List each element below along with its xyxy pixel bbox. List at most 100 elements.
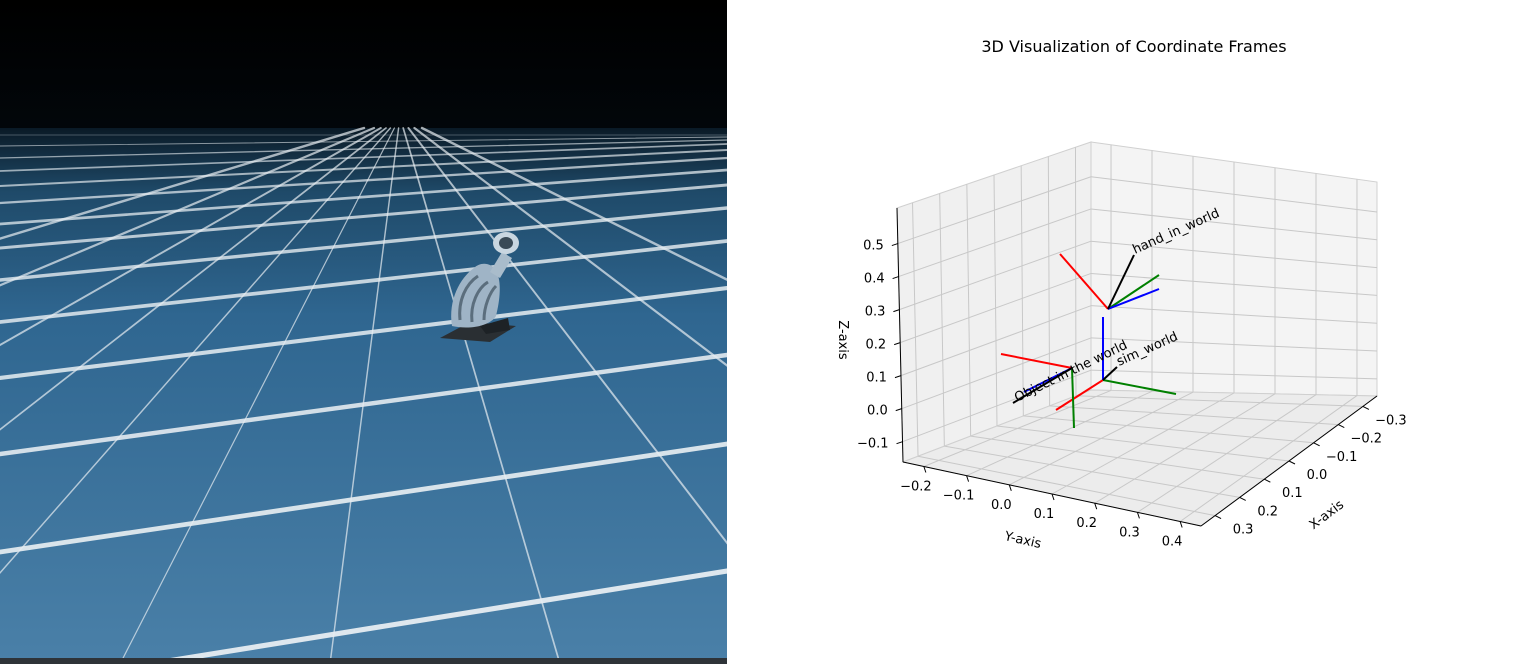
chart-3d: 3D Visualization of Coordinate Frames −0… <box>835 37 1407 552</box>
bottom-bar <box>0 658 727 664</box>
x-axis-label: X-axis <box>1307 497 1347 533</box>
z-grid-line-back <box>1090 176 1378 213</box>
simulation-viewport[interactable] <box>0 0 727 664</box>
floor-grid-line <box>329 127 400 664</box>
z-axis-spine <box>896 207 904 463</box>
floor-grid-line <box>0 183 727 250</box>
world-frame-label-line <box>1102 366 1118 381</box>
x-grid-line-left <box>966 184 972 437</box>
y-tick-label: −0.2 <box>900 479 932 494</box>
z-grid-line-back <box>1090 272 1378 296</box>
z-tick-mark <box>894 375 902 379</box>
hand-frame-z-axis <box>1107 288 1160 310</box>
x-tick-mark <box>1288 460 1296 465</box>
floor-grid-line <box>0 143 727 172</box>
chart-title: 3D Visualization of Coordinate Frames <box>981 37 1286 56</box>
y-tick-mark <box>923 466 927 473</box>
z-tick-label: 0.5 <box>863 239 884 254</box>
z-grid-line <box>902 369 1092 443</box>
x-tick-label: −0.2 <box>1350 432 1382 447</box>
grid-lines <box>897 144 1378 522</box>
z-tick-label: 0.2 <box>865 338 886 353</box>
z-grid-line <box>897 176 1092 245</box>
object-frame-y-axis <box>1071 367 1075 429</box>
x-tick-mark <box>1214 515 1222 520</box>
floor-grid-line <box>402 127 561 664</box>
y-tick-mark <box>1179 521 1183 528</box>
z-grid-line-back <box>1090 369 1378 380</box>
z-grid-line-back <box>1090 240 1378 269</box>
y-tick-label: 0.4 <box>1162 535 1183 550</box>
floor-grid-line <box>0 127 392 574</box>
x-tick-label: 0.1 <box>1282 486 1303 501</box>
floor-grid-line <box>0 168 727 226</box>
x-grid-line <box>996 425 1290 462</box>
floor-grid-line <box>0 156 727 205</box>
y-tick-label: −0.1 <box>943 489 975 504</box>
hand-frame-x-axis <box>1059 253 1109 310</box>
z-grid-line-back <box>1090 337 1378 352</box>
x-grid-line <box>1049 405 1339 426</box>
floor-grid-line <box>119 127 395 664</box>
floor-grid-line <box>0 149 727 187</box>
y-tick-mark <box>1094 503 1098 510</box>
z-grid-line <box>900 272 1092 344</box>
z-tick-label: 0.3 <box>865 305 886 320</box>
x-tick-label: −0.1 <box>1326 450 1358 465</box>
plot-panel: 3D Visualization of Coordinate Frames −0… <box>727 0 1520 664</box>
z-tick-mark <box>895 408 902 412</box>
window-edge <box>1520 0 1534 664</box>
x-tick-mark <box>1264 478 1271 483</box>
simulation-scene <box>0 0 727 664</box>
tick-marks <box>891 243 1370 528</box>
floor-grid-line <box>0 127 387 431</box>
z-grid-line <box>900 305 1092 377</box>
x-grid-line-left <box>993 174 998 427</box>
z-axis-label: Z-axis <box>835 320 850 360</box>
x-tick-mark <box>1239 496 1246 501</box>
world-frame-y-axis <box>1102 379 1177 395</box>
floor <box>0 128 727 664</box>
floor-grid-line <box>132 568 727 664</box>
floor-grid-line <box>0 126 376 287</box>
world-frame-x-axis <box>1055 379 1104 411</box>
tick-labels: −0.2−0.10.00.10.20.30.4−0.3−0.2−0.10.00.… <box>857 239 1407 550</box>
x-tick-mark <box>1362 405 1370 410</box>
x-grid-line-left <box>939 193 945 447</box>
z-tick-label: 0.0 <box>867 404 888 419</box>
y-tick-label: 0.2 <box>1076 516 1097 531</box>
x-grid-line-left <box>1020 165 1024 416</box>
y-tick-mark <box>966 475 970 482</box>
floor-grid-line <box>407 127 727 545</box>
y-tick-label: 0.3 <box>1119 525 1140 540</box>
y-tick-mark <box>1008 484 1012 491</box>
x-tick-label: 0.2 <box>1257 504 1278 519</box>
y-tick-mark <box>1051 493 1055 501</box>
x-tick-mark <box>1338 424 1345 429</box>
z-tick-mark <box>891 243 898 247</box>
x-grid-line-left <box>912 202 919 457</box>
x-grid-line <box>944 445 1240 498</box>
x-tick-label: 0.3 <box>1233 523 1254 538</box>
y-tick-label: 0.0 <box>991 498 1012 513</box>
y-tick-mark <box>1136 512 1140 519</box>
floor-grid-line <box>420 126 727 282</box>
x-grid-line <box>1023 415 1314 444</box>
floor-grid-line <box>0 139 727 159</box>
z-tick-label: −0.1 <box>857 437 889 452</box>
z-grid-line <box>901 337 1092 410</box>
z-tick-label: 0.1 <box>866 371 887 386</box>
x-tick-label: −0.3 <box>1375 413 1407 428</box>
z-tick-mark <box>892 276 899 280</box>
y-axis-label: Y-axis <box>1002 529 1043 552</box>
floor-grid-line <box>0 127 382 347</box>
y-tick-label: 0.1 <box>1034 507 1055 522</box>
hand-frame-label-line <box>1107 254 1135 310</box>
robot-hand <box>440 232 519 342</box>
floor-grid <box>0 126 727 664</box>
z-grid-line <box>899 240 1092 311</box>
hand-frame-y-axis <box>1107 274 1160 310</box>
sky <box>0 0 727 140</box>
x-tick-mark <box>1313 442 1320 447</box>
floor-grid-line <box>0 441 727 555</box>
